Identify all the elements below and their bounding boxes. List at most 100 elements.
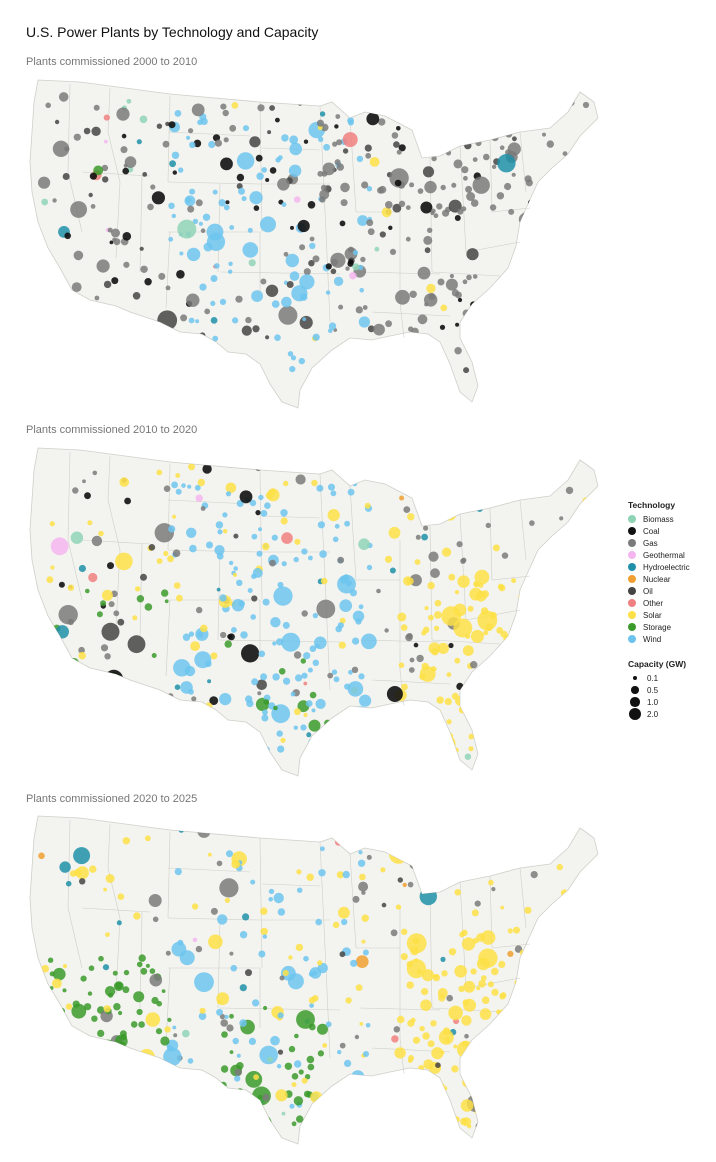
plant-marker-coal [540, 278, 548, 286]
plant-marker-gas [262, 1093, 270, 1101]
plant-marker-wind [210, 275, 218, 282]
plant-marker-gas [113, 610, 120, 617]
plant-marker-solar [499, 669, 504, 674]
plant-marker-solar [499, 645, 511, 656]
plant-marker-gas [165, 285, 171, 291]
plant-marker-storage [304, 1074, 311, 1080]
plant-marker-solar [39, 1048, 55, 1065]
plant-marker-wind [261, 167, 267, 173]
plant-marker-solar [355, 984, 363, 991]
legend-swatch [628, 635, 636, 643]
capacity-legend-item: 1.0 [628, 696, 714, 708]
plant-marker-coal [220, 157, 233, 171]
plant-marker-gas [78, 646, 85, 654]
plant-marker-storage [231, 1106, 250, 1125]
plant-marker-wind [358, 850, 363, 855]
plant-marker-solar [477, 1104, 491, 1118]
plant-marker-gas [408, 667, 415, 673]
plant-marker-gas [494, 286, 500, 292]
plant-marker-solar [511, 578, 517, 584]
plant-marker-solar [442, 547, 452, 557]
plant-marker-storage [96, 611, 103, 618]
plant-marker-storage [114, 1049, 119, 1054]
plant-marker-hydroelectric [253, 1107, 260, 1115]
legend-item-gas: Gas [628, 537, 714, 549]
plant-marker-wind [344, 520, 350, 527]
plant-marker-gas [496, 192, 505, 200]
state-border [165, 231, 171, 309]
plant-marker-oil [256, 679, 267, 691]
plant-marker-wind [233, 566, 238, 571]
plant-marker-oil [339, 951, 346, 958]
plant-marker-coal [64, 232, 71, 240]
plant-marker-wind [171, 213, 176, 219]
plant-marker-wind [168, 202, 175, 209]
plant-marker-solar [435, 1100, 441, 1106]
plant-marker-oil [267, 130, 272, 135]
plant-marker-solar [586, 939, 593, 946]
plant-marker-solar [68, 673, 77, 681]
plant-marker-solar [461, 1015, 472, 1026]
plant-marker-wind [261, 714, 269, 722]
plant-marker-solar [216, 992, 230, 1006]
plant-marker-solar [454, 965, 468, 978]
plant-marker-gas [320, 184, 327, 191]
plant-marker-gas [416, 654, 424, 663]
plant-marker-wind [219, 298, 227, 305]
plant-marker-solar [536, 651, 543, 658]
plant-marker-solar [50, 565, 55, 570]
plant-marker-coal [84, 492, 91, 500]
plant-marker-storage [294, 1033, 299, 1039]
plant-marker-wind [320, 846, 325, 852]
plant-marker-solar [295, 943, 304, 952]
plant-marker-wind [280, 509, 288, 517]
state-border [139, 175, 143, 273]
plant-marker-gas [195, 199, 203, 207]
plant-marker-oil [132, 292, 141, 300]
plant-marker-wind [172, 1025, 177, 1030]
plant-marker-solar [361, 914, 369, 922]
plant-marker-solar [412, 937, 420, 945]
state-border [349, 485, 357, 581]
plant-marker-other [335, 838, 343, 846]
plant-marker-wind [270, 1035, 280, 1046]
legend-swatch [628, 599, 636, 607]
plant-marker-solar [537, 347, 545, 355]
plant-marker-gas [524, 274, 530, 280]
plant-marker-wind [318, 136, 324, 143]
plant-marker-coal [143, 365, 151, 373]
plant-marker-gas [409, 858, 421, 870]
legend-swatch [628, 575, 636, 583]
plant-marker-gas [150, 184, 156, 190]
plant-marker-gas [483, 153, 490, 161]
plant-marker-storage [296, 1010, 315, 1029]
plant-marker-oil [102, 176, 109, 183]
plant-marker-wind [247, 227, 253, 233]
plant-marker-wind [312, 612, 319, 619]
plant-marker-solar [419, 1025, 425, 1032]
plant-marker-solar [406, 981, 414, 989]
plant-marker-hydroelectric [341, 1100, 347, 1106]
plant-marker-gas [378, 185, 387, 194]
plant-marker-wind [325, 290, 331, 295]
legend-label: Gas [643, 538, 658, 548]
plant-marker-solar [72, 1061, 83, 1072]
plant-marker-wind [212, 189, 218, 195]
plant-marker-wind [317, 521, 325, 529]
plant-marker-solar [511, 1027, 517, 1034]
plant-marker-solar [576, 716, 582, 722]
plant-marker-solar [533, 673, 542, 681]
plant-marker-solar [526, 697, 534, 705]
plant-marker-gas [398, 200, 406, 207]
plant-marker-gas [522, 212, 528, 218]
plant-marker-wind [249, 499, 257, 507]
plant-marker-wind [301, 548, 308, 555]
plant-marker-solar [294, 538, 301, 545]
plant-marker-wind [174, 868, 182, 876]
plant-marker-wind [193, 712, 213, 731]
plant-marker-gas [64, 305, 72, 313]
plant-marker-solar [404, 717, 409, 723]
plant-marker-storage [324, 719, 332, 727]
plant-marker-solar [500, 992, 507, 999]
us-map-panel-1 [29, 79, 599, 409]
